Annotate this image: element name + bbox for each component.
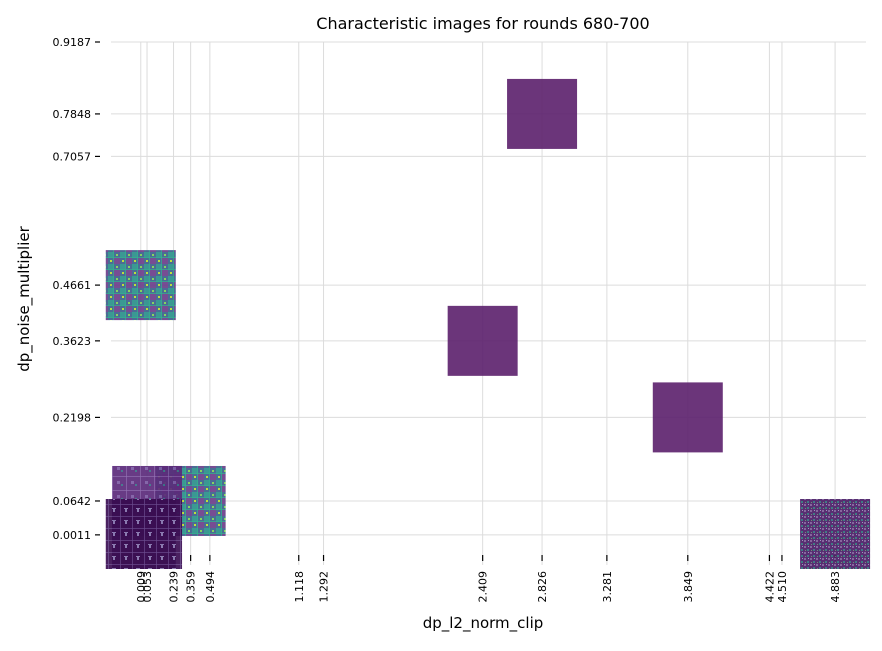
y-tick-label: 0.7057 — [53, 150, 92, 163]
y-tick-label: 0.0011 — [53, 529, 92, 542]
image-marker-8 — [800, 499, 871, 569]
x-axis-label: dp_l2_norm_clip — [423, 614, 544, 633]
image-thumbnail — [112, 499, 183, 569]
y-tick-label: 0.7848 — [53, 108, 92, 121]
y-tick-label: 0.0642 — [53, 495, 92, 508]
x-tick-label: 0.009 — [135, 571, 148, 603]
image-marker-2 — [447, 305, 518, 376]
x-tick-label: 4.422 — [763, 571, 776, 603]
x-tick-label: 0.359 — [185, 571, 198, 603]
image-markers — [105, 78, 871, 569]
image-marker-0 — [507, 78, 578, 149]
x-tick-label: 4.883 — [829, 571, 842, 603]
x-tick-label: 1.118 — [293, 571, 306, 603]
y-tick-label: 0.9187 — [53, 36, 92, 49]
chart-title: Characteristic images for rounds 680-700 — [316, 14, 649, 33]
x-tick-label: 4.510 — [776, 571, 789, 603]
y-tick-label: 0.4661 — [53, 279, 92, 292]
x-tick-label: 2.409 — [477, 571, 490, 603]
x-tick-label: 0.239 — [168, 571, 181, 603]
image-thumbnail — [105, 250, 176, 321]
image-marker-7 — [112, 499, 183, 569]
y-tick-label: 0.2198 — [53, 411, 92, 424]
x-tick-label: 0.494 — [204, 571, 217, 603]
image-thumbnail — [447, 305, 518, 376]
x-tick-label: 3.281 — [601, 571, 614, 603]
image-marker-1 — [105, 250, 176, 321]
x-tick-label: 1.292 — [318, 571, 331, 603]
x-tick-label: 0.053 — [141, 571, 154, 603]
image-thumbnail — [507, 78, 578, 149]
image-thumbnail — [652, 382, 723, 453]
x-tick-label: 2.826 — [536, 571, 549, 603]
y-axis-label: dp_noise_multiplier — [15, 225, 34, 371]
image-marker-3 — [652, 382, 723, 453]
x-tick-label: 3.849 — [682, 571, 695, 603]
y-tick-label: 0.3623 — [53, 335, 92, 348]
image-thumbnail — [800, 499, 871, 569]
